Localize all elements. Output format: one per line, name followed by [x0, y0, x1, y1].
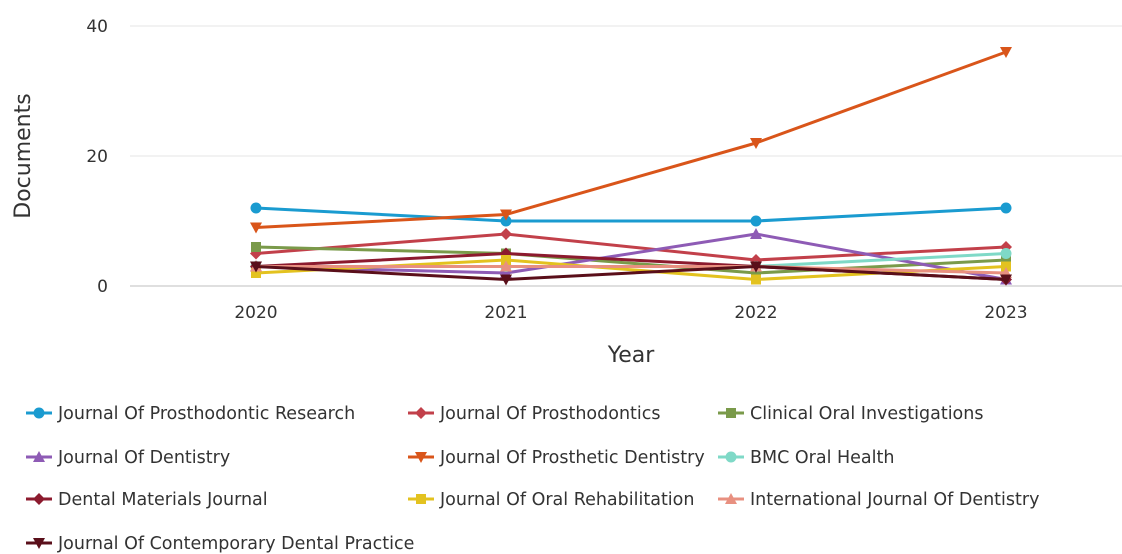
- legend-item: International Journal Of Dentistry: [718, 490, 1039, 510]
- data-point: [1000, 274, 1012, 286]
- grid-lines: [130, 25, 1122, 287]
- x-axis-ticks: 2020 2021 2022 2023: [234, 303, 1027, 323]
- series-line: [255, 232, 1007, 281]
- data-point: [500, 215, 512, 227]
- data-point: [251, 242, 261, 252]
- data-point: [750, 138, 762, 149]
- legend-swatch-marker: [725, 493, 737, 504]
- data-point: [500, 209, 512, 221]
- data-point: [250, 222, 262, 234]
- series-line: [255, 50, 1007, 229]
- legend-label: Dental Materials Journal: [58, 490, 268, 510]
- data-point: [1000, 202, 1012, 214]
- series-line: [256, 265, 1007, 275]
- series-line: [255, 245, 1007, 275]
- data-point: [1000, 248, 1012, 259]
- legend-swatch-marker: [726, 408, 736, 418]
- series-line: [255, 232, 1007, 262]
- legend-item: Journal Of Contemporary Dental Practice: [26, 534, 414, 554]
- legend-item: Journal Of Prosthodontics: [408, 404, 661, 424]
- series-0: [250, 202, 1012, 227]
- legend-swatch-marker: [415, 407, 427, 419]
- legend-swatch-marker: [33, 451, 45, 462]
- legend-label: Clinical Oral Investigations: [750, 404, 983, 424]
- data-point: [250, 261, 262, 273]
- legend-item: BMC Oral Health: [718, 448, 894, 468]
- x-axis-title: Year: [607, 343, 656, 368]
- data-point: [250, 202, 262, 214]
- legend-label: Journal Of Prosthodontics: [439, 404, 661, 424]
- legend-swatch-marker: [416, 494, 426, 504]
- data-point: [1001, 255, 1011, 265]
- series-4: [250, 47, 1012, 234]
- data-point: [251, 268, 261, 278]
- data-point: [501, 255, 511, 265]
- legend-swatch-marker: [415, 452, 427, 463]
- legend-swatch-marker: [33, 493, 45, 505]
- data-point: [750, 261, 762, 273]
- legend-item: Dental Materials Journal: [26, 490, 268, 510]
- y-tick-label: 0: [97, 277, 108, 297]
- series-line: [255, 206, 1007, 223]
- data-point: [1000, 47, 1012, 58]
- data-point: [750, 215, 762, 227]
- legend-item: Clinical Oral Investigations: [718, 404, 983, 424]
- series-line: [255, 265, 1007, 281]
- data-point: [1001, 261, 1011, 272]
- legend-label: Journal Of Prosthodontic Research: [57, 404, 355, 424]
- legend-label: Journal Of Oral Rehabilitation: [439, 490, 694, 510]
- data-point: [751, 274, 761, 285]
- legend-swatch-marker: [33, 538, 45, 549]
- x-tick-label: 2021: [484, 303, 527, 323]
- data-point: [751, 268, 761, 278]
- data-point: [500, 228, 512, 240]
- y-tick-label: 20: [86, 147, 108, 167]
- legend-label: Journal Of Dentistry: [57, 448, 230, 468]
- series-3: [250, 228, 1012, 285]
- x-tick-label: 2022: [734, 303, 777, 323]
- legend-item: Journal Of Prosthodontic Research: [26, 404, 355, 424]
- legend-label: International Journal Of Dentistry: [750, 490, 1039, 510]
- x-tick-label: 2020: [234, 303, 277, 323]
- legend-swatch-marker: [33, 407, 45, 419]
- legend-label: Journal Of Prosthetic Dentistry: [439, 448, 705, 468]
- series-9: [250, 261, 1012, 286]
- legend: Journal Of Prosthodontic Research Journal…: [26, 404, 1039, 554]
- legend-item: Journal Of Dentistry: [26, 448, 230, 468]
- y-axis-ticks: 0 20 40: [86, 17, 108, 297]
- legend-item: Journal Of Oral Rehabilitation: [408, 490, 694, 510]
- legend-label: Journal Of Contemporary Dental Practice: [57, 534, 414, 554]
- legend-swatch-marker: [725, 451, 737, 463]
- series-lines: [250, 47, 1012, 286]
- legend-label: BMC Oral Health: [750, 448, 894, 468]
- data-point: [750, 228, 762, 239]
- legend-item: Journal Of Prosthetic Dentistry: [408, 448, 705, 468]
- y-tick-label: 40: [86, 17, 108, 37]
- data-point: [500, 260, 512, 272]
- data-point: [500, 274, 512, 286]
- y-axis-title: Documents: [11, 93, 36, 218]
- x-tick-label: 2023: [984, 303, 1027, 323]
